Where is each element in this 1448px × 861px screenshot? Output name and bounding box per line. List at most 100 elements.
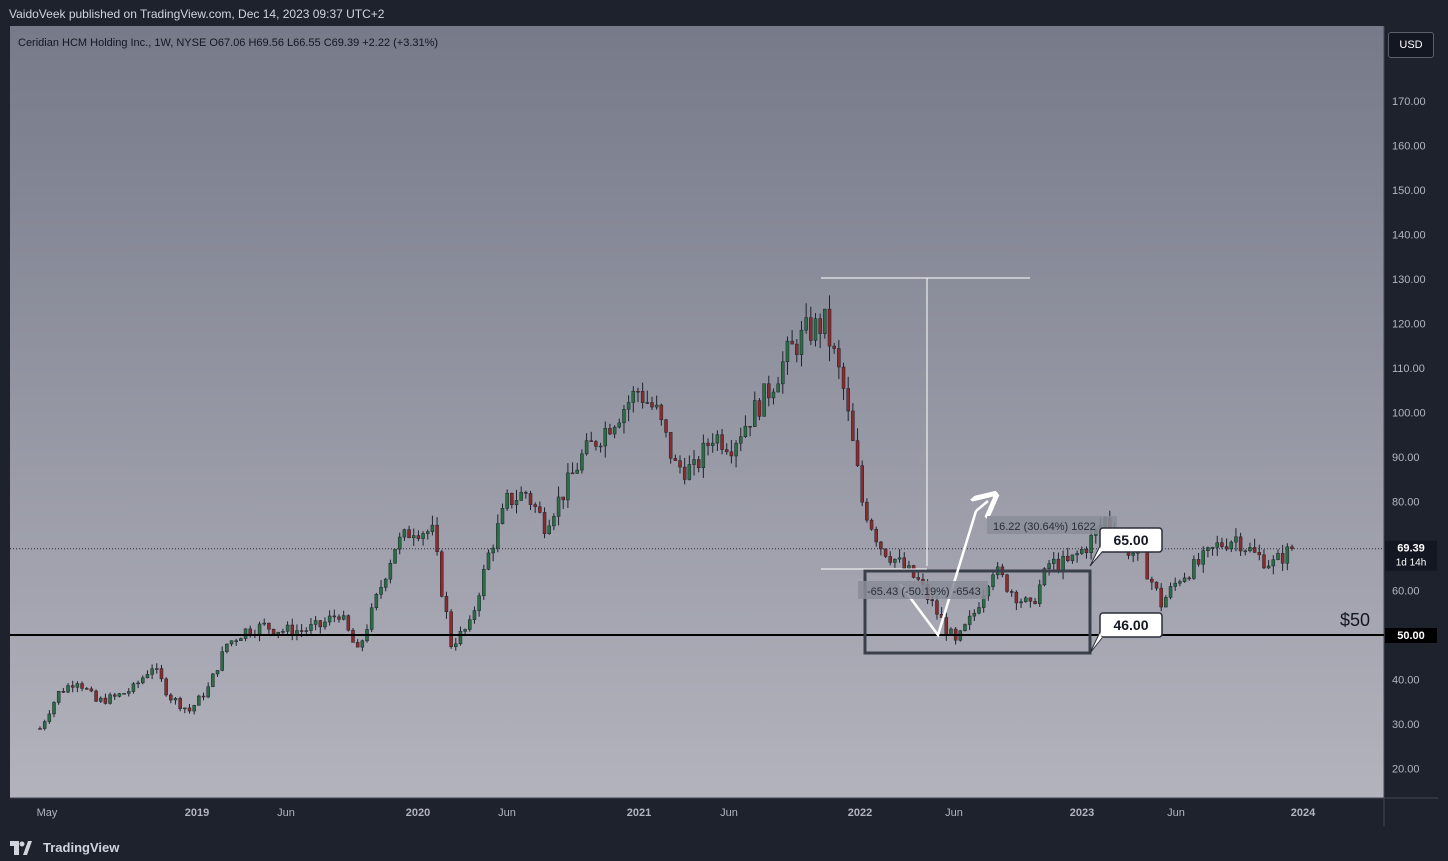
candle-body [411, 535, 416, 539]
candle-body [603, 428, 608, 447]
candlestick-series [38, 295, 1294, 731]
candle-body [1075, 553, 1079, 556]
price-tick-label: 170.00 [1392, 96, 1426, 108]
candle-body [692, 459, 696, 465]
time-tick-label: 2019 [185, 807, 209, 819]
currency-button[interactable]: USD [1388, 32, 1434, 58]
price-chart[interactable]: 20.0030.0040.0050.0060.0070.0080.0090.00… [10, 26, 1438, 826]
candle-body [1243, 550, 1248, 553]
level-badge-text: 50.00 [1397, 630, 1425, 642]
candle-body [682, 466, 687, 480]
candle-body [855, 440, 860, 466]
candle-body [122, 693, 126, 695]
candle-body [636, 390, 640, 393]
price-tick-label: 120.00 [1392, 319, 1426, 331]
candle-body [860, 465, 864, 503]
candle-body [397, 536, 402, 550]
candle-body [458, 631, 463, 645]
time-tick-label: 2023 [1070, 807, 1094, 819]
candle-body [645, 402, 650, 404]
candle-body [318, 620, 323, 628]
candle-body [701, 442, 706, 468]
projection-path[interactable] [898, 510, 978, 638]
candle-body [1220, 542, 1224, 547]
candle-body [112, 694, 117, 697]
candle-body [594, 441, 598, 447]
candle-body [720, 434, 724, 450]
candle-body [374, 594, 379, 608]
candle-body [1229, 541, 1234, 550]
candle-body [262, 622, 266, 625]
price-tick-label: 150.00 [1392, 185, 1426, 197]
price-tick-label: 80.00 [1392, 497, 1420, 509]
candle-body [468, 619, 472, 630]
tradingview-logo[interactable]: TradingView [10, 837, 120, 855]
candle-body [1192, 559, 1196, 579]
candle-body [346, 615, 351, 631]
candle-body [75, 683, 80, 688]
time-axis[interactable] [10, 798, 1438, 826]
candle-body [61, 691, 66, 693]
candle-body [734, 442, 738, 457]
candle-body [1056, 558, 1061, 572]
measure-down-label: -65.43 (-50.19%) -6543 [867, 586, 981, 598]
candle-body [869, 519, 874, 530]
candle-body [500, 507, 505, 524]
candle-body [696, 459, 701, 468]
candle-body [206, 686, 210, 698]
candle-body [668, 432, 673, 459]
candle-body [902, 557, 907, 569]
candle-body [454, 643, 458, 648]
candle-body [687, 464, 692, 480]
candle-body [631, 390, 636, 403]
candle-body [799, 329, 804, 355]
time-tick-label: Jun [1167, 807, 1185, 819]
candle-body [1187, 577, 1191, 580]
candle-body [832, 345, 836, 349]
callout-lower[interactable] [1099, 612, 1163, 638]
candle-body [1238, 536, 1243, 552]
candle-body [229, 640, 234, 645]
candle-body [463, 629, 467, 632]
candle-body [1009, 591, 1014, 593]
candle-body [440, 551, 444, 597]
candle-body [776, 383, 780, 393]
price-axis[interactable] [1384, 26, 1438, 798]
callout-upper[interactable] [1099, 527, 1163, 553]
candle-body [169, 694, 173, 701]
candle-body [795, 343, 799, 355]
chart-panel[interactable]: 20.0030.0040.0050.0060.0070.0080.0090.00… [10, 26, 1438, 826]
price-tick-label: 140.00 [1392, 230, 1426, 242]
candle-body [299, 630, 304, 632]
candle-body [724, 449, 729, 453]
candle-body [1266, 565, 1271, 569]
level-label: $50 [1340, 610, 1370, 630]
candle-body [612, 426, 617, 435]
candle-body [659, 404, 664, 421]
range-box[interactable] [863, 569, 1092, 655]
bar-countdown: 1d 14h [1396, 558, 1427, 569]
candle-body [1210, 547, 1215, 549]
candle-body [47, 713, 52, 722]
footer-bar: TradingView [0, 832, 1448, 861]
time-tick-label: 2022 [848, 807, 872, 819]
candle-body [743, 425, 748, 438]
candle-body [430, 524, 435, 532]
candle-body [598, 445, 603, 448]
candle-body [706, 442, 710, 446]
price-tick-label: 110.00 [1392, 363, 1425, 375]
projection-arrow[interactable] [976, 501, 988, 511]
candle-body [1037, 584, 1042, 604]
symbol-legend[interactable]: Ceridian HCM Holding Inc., 1W, NYSE O67.… [18, 37, 438, 49]
candle-body [608, 428, 612, 435]
candle-body [360, 640, 365, 648]
candle-body [1080, 548, 1084, 554]
plot-background [10, 26, 1384, 798]
last-price-badge [1385, 540, 1437, 571]
candle-body [879, 541, 883, 550]
candle-body [94, 690, 98, 702]
candle-body [285, 624, 290, 632]
candle-body [916, 577, 921, 580]
candle-body [351, 629, 355, 643]
candle-body [823, 308, 827, 334]
